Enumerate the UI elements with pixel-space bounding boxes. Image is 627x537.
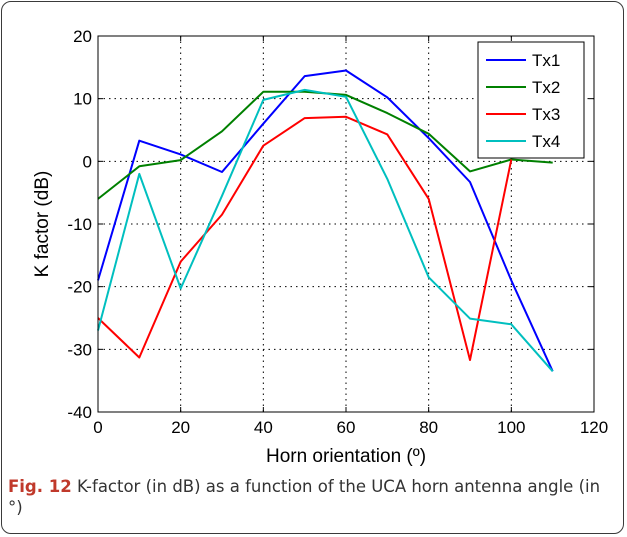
legend-label: Tx4: [532, 132, 560, 151]
legend-label: Tx3: [532, 105, 560, 124]
legend: Tx1 Tx2 Tx3 Tx4: [477, 41, 585, 159]
x-tick-label: 120: [580, 418, 608, 437]
y-tick-label: 20: [73, 27, 92, 46]
x-tick-label: 0: [93, 418, 102, 437]
series-line-tx4: [97, 88, 554, 372]
y-tick-label: 10: [73, 90, 92, 109]
y-tick-label: 0: [83, 152, 92, 171]
legend-label: Tx2: [532, 78, 560, 97]
axis-ticks: 0 20 40 60 80 100 120 -40 -30 -20 -10 0 10 20: [67, 27, 608, 437]
caption-text: K-factor (in dB) as a function of the UC…: [8, 477, 601, 517]
legend-box: [477, 41, 585, 159]
caption-label: Fig. 12: [8, 477, 72, 496]
x-tick-label: 80: [419, 418, 438, 437]
y-axis-label: K factor (dB): [32, 171, 53, 278]
x-tick-label: 40: [254, 418, 273, 437]
series-line-tx3: [97, 115, 513, 361]
line-chart: 0 20 40 60 80 100 120 -40 -30 -20 -10 0 10 20 Horn or…: [32, 27, 608, 467]
legend-label: Tx1: [532, 51, 560, 70]
x-tick-label: 20: [171, 418, 190, 437]
y-tick-label: -10: [67, 215, 92, 234]
y-tick-label: -40: [67, 403, 92, 422]
x-tick-label: 60: [337, 418, 356, 437]
y-tick-label: -30: [67, 340, 92, 359]
figure-caption: Fig. 12 K-factor (in dB) as a function o…: [8, 476, 616, 518]
x-axis-label: Horn orientation (º): [266, 446, 426, 467]
series-line-tx1: [97, 69, 554, 372]
y-tick-label: -20: [67, 278, 92, 297]
x-tick-label: 100: [497, 418, 525, 437]
series-lines: [97, 69, 554, 372]
